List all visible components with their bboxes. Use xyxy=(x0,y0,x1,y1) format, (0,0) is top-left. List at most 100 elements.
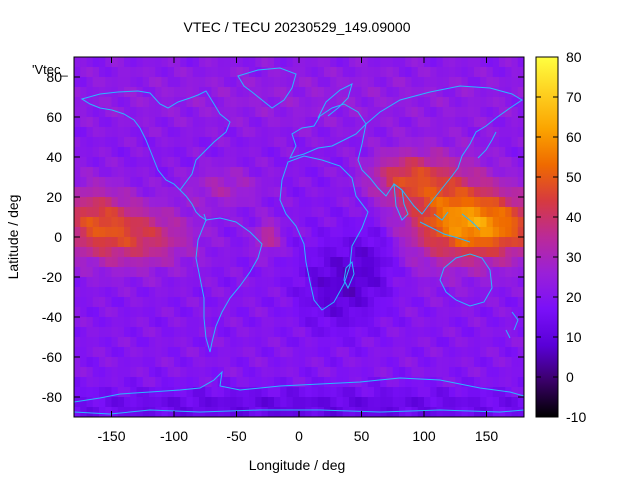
heatmap-cell xyxy=(317,357,325,368)
heatmap-cell xyxy=(99,407,106,417)
heatmap-cell xyxy=(274,317,281,328)
heatmap-cell xyxy=(186,317,194,328)
heatmap-cell xyxy=(511,407,519,417)
heatmap-cell xyxy=(242,387,250,398)
heatmap-cell xyxy=(124,87,131,98)
heatmap-cell xyxy=(492,117,500,128)
heatmap-cell xyxy=(361,337,369,348)
heatmap-cell xyxy=(142,177,150,188)
heatmap-cell xyxy=(249,347,256,358)
heatmap-cell xyxy=(342,67,350,78)
heatmap-cell xyxy=(161,337,169,348)
heatmap-cell xyxy=(411,227,419,238)
heatmap-cell xyxy=(317,67,325,78)
heatmap-cell xyxy=(505,317,513,328)
heatmap-cell xyxy=(399,387,406,398)
heatmap-cell xyxy=(105,287,113,298)
heatmap-cell xyxy=(505,67,513,78)
heatmap-cell xyxy=(305,217,313,228)
heatmap-cell xyxy=(211,347,219,358)
heatmap-cell xyxy=(217,387,225,398)
heatmap-cell xyxy=(117,317,125,328)
heatmap-cell xyxy=(274,127,281,138)
heatmap-cell xyxy=(111,307,119,318)
heatmap-cell xyxy=(267,307,275,318)
heatmap-cell xyxy=(424,327,431,338)
heatmap-cell xyxy=(330,277,338,288)
heatmap-cell xyxy=(205,397,213,408)
heatmap-cell xyxy=(386,67,394,78)
heatmap-cell xyxy=(505,307,513,318)
heatmap-cell xyxy=(311,67,319,78)
heatmap-cell xyxy=(411,267,419,278)
heatmap-cell xyxy=(342,407,350,417)
heatmap-cell xyxy=(211,187,219,198)
heatmap-cell xyxy=(261,127,269,138)
colorbar-tick-label: 40 xyxy=(566,209,582,225)
heatmap-cell xyxy=(255,287,263,298)
heatmap-cell xyxy=(311,297,319,308)
heatmap-cell xyxy=(517,157,524,168)
heatmap-cell xyxy=(517,107,524,118)
heatmap-cell xyxy=(424,387,431,398)
heatmap-cell xyxy=(317,137,325,148)
heatmap-cell xyxy=(436,187,444,198)
heatmap-cell xyxy=(261,217,269,228)
heatmap-cell xyxy=(180,147,188,158)
heatmap-cell xyxy=(149,217,156,228)
heatmap-cell xyxy=(261,87,269,98)
heatmap-cell xyxy=(505,377,513,388)
heatmap-cell xyxy=(386,157,394,168)
heatmap-cell xyxy=(217,147,225,158)
heatmap-cell xyxy=(286,387,294,398)
heatmap-cell xyxy=(174,287,181,298)
heatmap-cell xyxy=(224,347,231,358)
heatmap-cell xyxy=(180,337,188,348)
heatmap-cell xyxy=(455,117,463,128)
heatmap-cell xyxy=(299,167,306,178)
heatmap-cell xyxy=(180,237,188,248)
heatmap-cell xyxy=(230,347,238,358)
heatmap-cell xyxy=(211,277,219,288)
heatmap-cell xyxy=(455,397,463,408)
heatmap-cell xyxy=(261,267,269,278)
heatmap-cell xyxy=(474,397,481,408)
heatmap-cell xyxy=(355,177,363,188)
heatmap-cell xyxy=(236,317,244,328)
heatmap-cell xyxy=(467,207,475,218)
heatmap-cell xyxy=(361,177,369,188)
heatmap-cell xyxy=(167,247,175,258)
colorbar-tick-label: 30 xyxy=(566,249,582,265)
heatmap-cell xyxy=(424,197,431,208)
heatmap-cell xyxy=(124,157,131,168)
heatmap-cell xyxy=(224,207,231,218)
heatmap-cell xyxy=(405,137,413,148)
heatmap-cell xyxy=(217,397,225,408)
heatmap-cell xyxy=(480,257,488,268)
heatmap-cell xyxy=(267,127,275,138)
heatmap-cell xyxy=(411,367,419,378)
heatmap-cell xyxy=(261,247,269,258)
heatmap-cell xyxy=(199,237,206,248)
heatmap-cell xyxy=(342,157,350,168)
heatmap-cell xyxy=(517,187,524,198)
heatmap-cell xyxy=(424,257,431,268)
heatmap-cell xyxy=(167,287,175,298)
heatmap-cell xyxy=(480,87,488,98)
heatmap-cell xyxy=(355,197,363,208)
heatmap-cell xyxy=(80,247,88,258)
heatmap-cell xyxy=(280,167,288,178)
heatmap-cell xyxy=(230,207,238,218)
heatmap-cell xyxy=(130,297,138,308)
heatmap-cell xyxy=(192,217,200,228)
heatmap-cell xyxy=(292,317,300,328)
heatmap-cell xyxy=(155,347,163,358)
heatmap-cell xyxy=(180,67,188,78)
heatmap-cell xyxy=(511,387,519,398)
heatmap-cell xyxy=(355,267,363,278)
heatmap-cell xyxy=(299,357,306,368)
heatmap-cell xyxy=(480,237,488,248)
coastline-madagascar xyxy=(343,260,355,290)
heatmap-cell xyxy=(142,207,150,218)
heatmap-cell xyxy=(205,57,213,68)
